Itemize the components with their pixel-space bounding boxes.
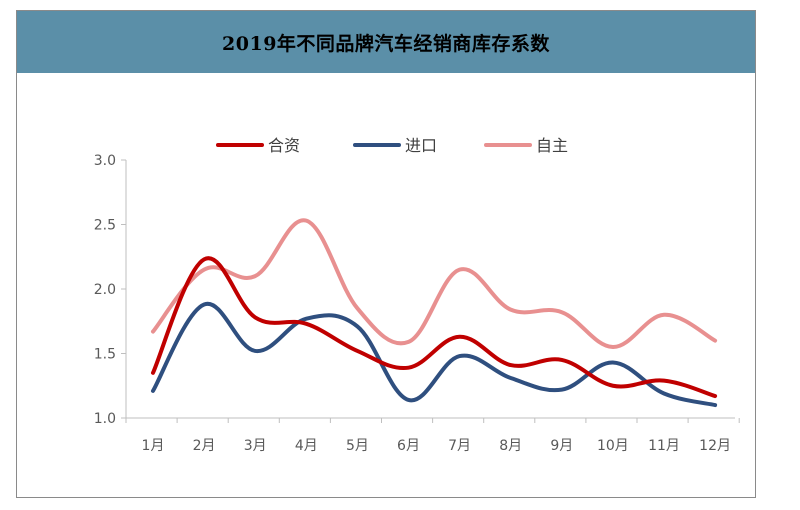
- series-line-0: [151, 256, 718, 399]
- x-tick-label: 4月: [295, 438, 318, 454]
- chart-title: 2019年不同品牌汽车经销商库存系数: [222, 32, 550, 55]
- x-tick-label: 9月: [550, 438, 573, 454]
- y-tick-label: 3.0: [94, 153, 116, 169]
- series-line-2: [151, 218, 718, 350]
- y-tick-label: 2.0: [94, 282, 116, 298]
- x-tick-label: 8月: [499, 438, 522, 454]
- legend-label-2: 自主: [536, 136, 568, 155]
- x-tick-label: 1月: [142, 438, 165, 454]
- legend-label-1: 进口: [405, 136, 437, 155]
- x-tick-label: 5月: [346, 438, 369, 454]
- x-tick-label: 2月: [193, 438, 216, 454]
- x-tick-label: 6月: [397, 438, 420, 454]
- x-tick-label: 3月: [244, 438, 267, 454]
- series-line-1: [151, 301, 718, 408]
- x-tick-label: 7月: [448, 438, 471, 454]
- x-tick-label: 10月: [597, 438, 629, 454]
- y-tick-label: 1.5: [94, 347, 116, 363]
- chart-frame: 2019年不同品牌汽车经销商库存系数: [16, 10, 756, 498]
- x-tick-label: 12月: [699, 438, 731, 454]
- legend-label-0: 合资: [268, 136, 300, 155]
- y-tick-label: 1.0: [94, 411, 116, 427]
- title-bar: 2019年不同品牌汽车经销商库存系数: [17, 11, 755, 73]
- x-tick-label: 11月: [648, 438, 680, 454]
- y-tick-label: 2.5: [94, 218, 116, 234]
